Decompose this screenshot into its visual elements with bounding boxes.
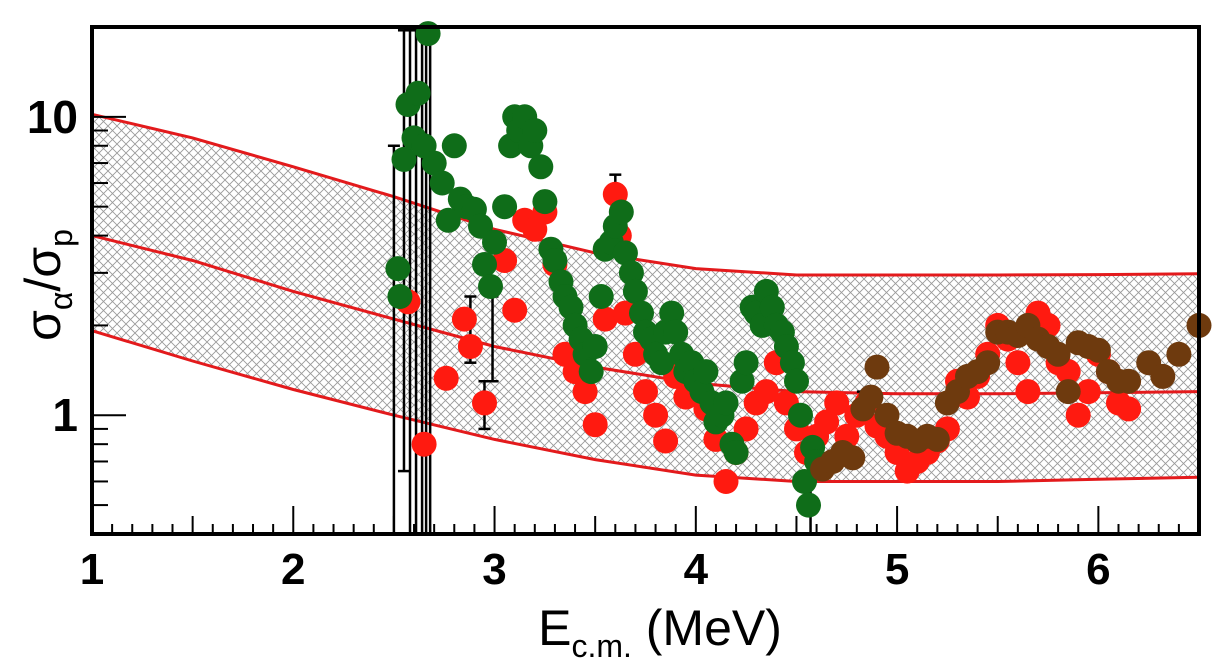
green-data-point [478,274,503,299]
green-data-point [663,319,689,345]
x-tick-label: 4 [684,545,709,594]
data-points [385,21,1212,518]
green-data-point [385,256,411,282]
green-data-point [582,334,608,359]
x-tick-labels: 1 2 3 4 5 6 [80,545,1111,594]
red-data-point [572,379,598,405]
green-data-point [528,154,554,180]
red-data-point [653,428,679,454]
green-data-point [784,368,809,394]
green-data-point [415,21,441,47]
green-data-point [629,300,654,326]
green-data-point [441,133,467,159]
brown-data-point [864,354,890,380]
green-data-point [792,469,817,494]
red-data-point [753,379,779,405]
band-upper-line [91,112,1200,277]
band-lower-line [91,329,1200,483]
red-data-point [643,402,669,428]
green-data-point [723,440,749,465]
brown-data-point [924,426,950,452]
y-tick-label: 1 [52,389,78,441]
red-data-point [1075,379,1101,405]
red-data-point [814,409,840,435]
red-data-point [1116,396,1142,422]
brown-data-point [858,384,884,410]
red-data-point [1065,402,1091,428]
green-data-point [522,118,548,143]
x-tick-label: 3 [482,545,506,594]
green-data-point [578,359,604,385]
green-data-point [532,189,558,215]
green-data-point [608,199,634,225]
plot-frame [90,25,1201,536]
green-data-point [796,492,821,518]
x-tick-label: 5 [885,545,909,594]
green-data-point [421,150,447,176]
green-data-point [788,402,813,428]
green-data-point [713,390,739,416]
red-data-point [457,334,483,359]
green-data-point [482,229,507,255]
brown-data-point [1045,341,1071,367]
x-axis-title: Ec.m. (MeV) [538,600,782,660]
brown-data-point [975,350,1001,376]
green-data-point [429,170,455,196]
green-data-point [542,248,568,273]
brown-data-point [1150,363,1176,389]
x-tick-label: 2 [281,545,305,594]
red-data-point [633,379,658,405]
green-data-point [733,350,759,376]
red-data-point [411,431,437,457]
red-data-point [622,341,648,367]
green-data-point [622,278,648,304]
green-data-point [472,252,497,277]
red-data-point [433,365,459,391]
y-tick-labels: 1 10 [27,91,78,441]
brown-data-point [1055,379,1081,405]
green-data-point [405,80,431,106]
green-data-point [659,300,685,326]
x-tick-label: 6 [1086,545,1110,594]
red-data-point [451,306,477,332]
axis-ticks [91,26,1200,535]
x-tick-label: 1 [80,545,104,594]
brown-data-point [1166,341,1192,367]
red-data-point [502,297,528,323]
brown-data-point [1085,337,1111,363]
red-data-point [472,390,497,416]
y-axis-title: σα/σp [15,229,79,341]
brown-data-point [840,445,866,471]
green-data-point [387,284,413,309]
red-data-point [713,469,739,494]
green-data-point [612,240,638,266]
red-data-point [592,306,618,332]
red-data-point [1005,350,1031,376]
y-tick-label: 10 [27,91,78,143]
green-data-point [435,207,461,233]
band-central-line [91,234,1200,396]
red-data-point [492,248,518,273]
red-data-point [582,412,608,438]
brown-data-point [1116,368,1142,394]
green-data-point [693,359,719,385]
green-data-point [588,284,614,309]
green-data-point [649,350,675,376]
green-data-point [391,146,417,172]
red-data-point [824,390,850,416]
green-data-point [492,194,518,220]
red-data-point [1015,379,1041,405]
